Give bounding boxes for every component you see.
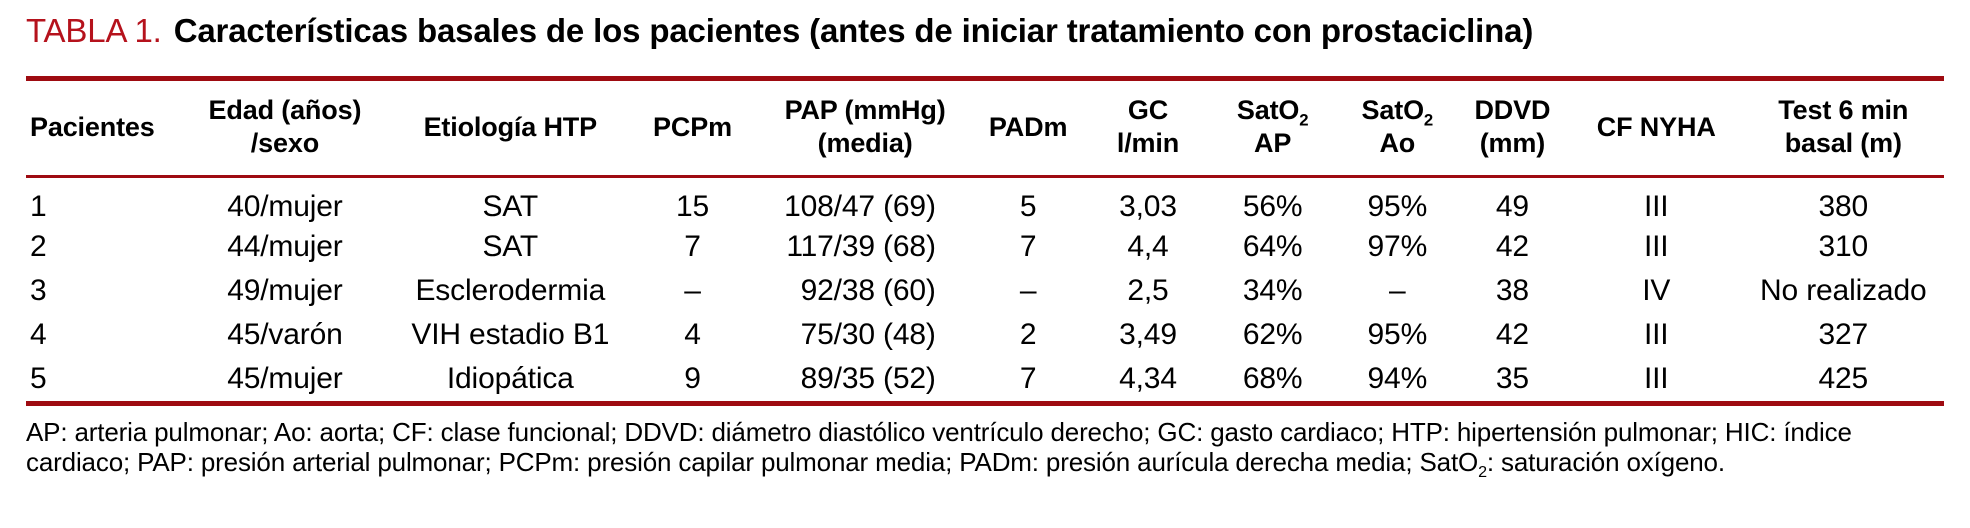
table-header-row: Pacientes Edad (años)/sexo Etiología HTP PC… [26, 81, 1944, 178]
cell-padm-row5: 7 [1019, 362, 1037, 395]
cell-sato2-ao-row2: 97% [1367, 230, 1428, 263]
footnote-line-2: cardiaco; PAP: presión arterial pulmonar… [26, 447, 1725, 482]
cell-pcpm-row3: – [684, 274, 701, 307]
cell-edad-sexo-row3: 49/mujer [227, 274, 343, 307]
table-number-label: TABLA 1. [26, 12, 162, 49]
cell-sato2-ap-row5: 68% [1242, 362, 1303, 395]
cell-test-6min-basal-row5: 425 [1818, 362, 1869, 395]
table-caption: Características basales de los pacientes… [173, 12, 1534, 49]
cell-padm-row4: 2 [1019, 318, 1037, 351]
column-header-ddvd-mm: DDVD (mm) [1454, 81, 1570, 178]
cell-edad-sexo-row5: 45/mujer [227, 362, 343, 395]
cell-sato2-ao-row5: 94% [1367, 362, 1428, 395]
cell-ddvd-mm-row4: 42 [1495, 318, 1529, 351]
column-header-pcpm: PCPm [620, 81, 765, 178]
cell-ddvd-mm-row5: 35 [1495, 362, 1529, 395]
cell-ddvd-mm-row2: 42 [1495, 230, 1529, 263]
cell-sato2-ap-row3: 34% [1242, 274, 1303, 307]
cell-sato2-ao-row1: 95% [1367, 190, 1428, 223]
cell-edad-sexo-row2: 44/mujer [227, 230, 343, 263]
table-title: TABLA 1. Características basales de los p… [26, 12, 1944, 50]
cell-gc-lmin-row4: 3,49 [1119, 318, 1177, 351]
patients-baseline-table: Pacientes Edad (años)/sexo Etiología HTP PC… [26, 81, 1944, 401]
cell-pcpm-row1: 15 [675, 190, 710, 223]
cell-pacientes-row5: 5 [30, 362, 47, 395]
cell-pacientes-row4: 4 [30, 318, 47, 351]
cell-test-6min-basal-row3: No realizado [1760, 274, 1927, 307]
cell-pcpm-row4: 4 [684, 318, 701, 351]
cell-pap-media-row2: 117/39 (68) [786, 230, 936, 263]
cell-cf-nyha-row5: III [1643, 362, 1669, 395]
column-header-padm: PADm [965, 81, 1091, 178]
cell-test-6min-basal-row4: 327 [1818, 318, 1869, 351]
cell-cf-nyha-row1: III [1643, 190, 1669, 223]
cell-gc-lmin-row3: 2,5 [1127, 274, 1169, 307]
cell-gc-lmin-row5: 4,34 [1119, 362, 1177, 395]
footnote: AP: arteria pulmonar; Ao: aorta; CF: cla… [26, 417, 1944, 482]
cell-etiologia-htp-row3: Esclerodermia [415, 274, 606, 307]
cell-edad-sexo-row1: 40/mujer [227, 190, 343, 223]
cell-pap-media-row4: 75/30 (48) [800, 318, 936, 351]
cell-etiologia-htp-row5: Idiopática [446, 362, 574, 395]
cell-gc-lmin-row2: 4,4 [1127, 230, 1169, 263]
cell-edad-sexo-row4: 45/varón [227, 318, 343, 351]
cell-pacientes-row1: 1 [30, 190, 47, 223]
table-row-2: 2 44/mujer SAT 7 117/39 (68) 7 4,4 64% 97% 42 III 3… [26, 225, 1944, 269]
cell-cf-nyha-row3: IV [1642, 274, 1671, 307]
table-row-4: 4 45/varón VIH estadio B1 4 75/30 (48) 2 3,49 6… [26, 313, 1944, 357]
column-header-pacientes: Pacientes [26, 81, 170, 178]
cell-pap-media-row1: 108/47 (69) [784, 190, 936, 223]
cell-gc-lmin-row1: 3,03 [1119, 190, 1177, 223]
top-rule [26, 76, 1944, 81]
cell-padm-row3: – [1019, 274, 1037, 307]
cell-padm-row1: 5 [1019, 190, 1037, 223]
cell-etiologia-htp-row4: VIH estadio B1 [411, 318, 610, 351]
column-header-pap-media: PAP (mmHg) (media) [764, 81, 966, 178]
cell-pcpm-row2: 7 [684, 230, 701, 263]
cell-cf-nyha-row4: III [1643, 318, 1669, 351]
cell-sato2-ap-row2: 64% [1242, 230, 1303, 263]
cell-etiologia-htp-row2: SAT [482, 230, 539, 263]
bottom-rule [26, 401, 1944, 406]
cell-pcpm-row5: 9 [684, 362, 701, 395]
cell-ddvd-mm-row3: 38 [1495, 274, 1529, 307]
column-header-etiologia-htp: Etiología HTP [400, 81, 621, 178]
cell-etiologia-htp-row1: SAT [482, 190, 539, 223]
column-header-edad-sexo: Edad (años)/sexo [169, 81, 400, 178]
table-row-1: 1 40/mujer SAT 15 108/47 (69) 5 3,03 56% 95% 49 II… [26, 177, 1944, 226]
table-row-5: 5 45/mujer Idiopática 9 89/35 (52) 7 4,34 68% 94… [26, 357, 1944, 401]
cell-pap-media-row5: 89/35 (52) [800, 362, 936, 395]
table-figure: TABLA 1. Características basales de los p… [26, 12, 1944, 482]
cell-sato2-ap-row1: 56% [1242, 190, 1303, 223]
table-body: 1 40/mujer SAT 15 108/47 (69) 5 3,03 56% 95% 49 II… [26, 177, 1944, 402]
cell-sato2-ao-row4: 95% [1367, 318, 1428, 351]
footnote-line-1: AP: arteria pulmonar; Ao: aorta; CF: cla… [26, 417, 1852, 447]
column-header-sato2-ao: SatO2 Ao [1339, 81, 1455, 178]
cell-sato2-ao-row3: – [1389, 274, 1406, 307]
cell-pap-media-row3: 92/38 (60) [800, 274, 936, 307]
cell-test-6min-basal-row2: 310 [1818, 230, 1869, 263]
cell-pacientes-row2: 2 [30, 230, 47, 263]
cell-ddvd-mm-row1: 49 [1495, 190, 1529, 223]
column-header-sato2-ap: SatO2 AP [1205, 81, 1340, 178]
cell-cf-nyha-row2: III [1643, 230, 1669, 263]
column-header-test-6min-basal: Test 6 min basal (m) [1742, 81, 1944, 178]
column-header-gc-lmin: GC l/min [1090, 81, 1206, 178]
cell-test-6min-basal-row1: 380 [1818, 190, 1869, 223]
cell-sato2-ap-row4: 62% [1242, 318, 1303, 351]
column-header-cf-nyha: CF NYHA [1569, 81, 1743, 178]
cell-padm-row2: 7 [1019, 230, 1037, 263]
cell-pacientes-row3: 3 [30, 274, 47, 307]
table-row-3: 3 49/mujer Esclerodermia – 92/38 (60) – 2,5 34%… [26, 269, 1944, 313]
